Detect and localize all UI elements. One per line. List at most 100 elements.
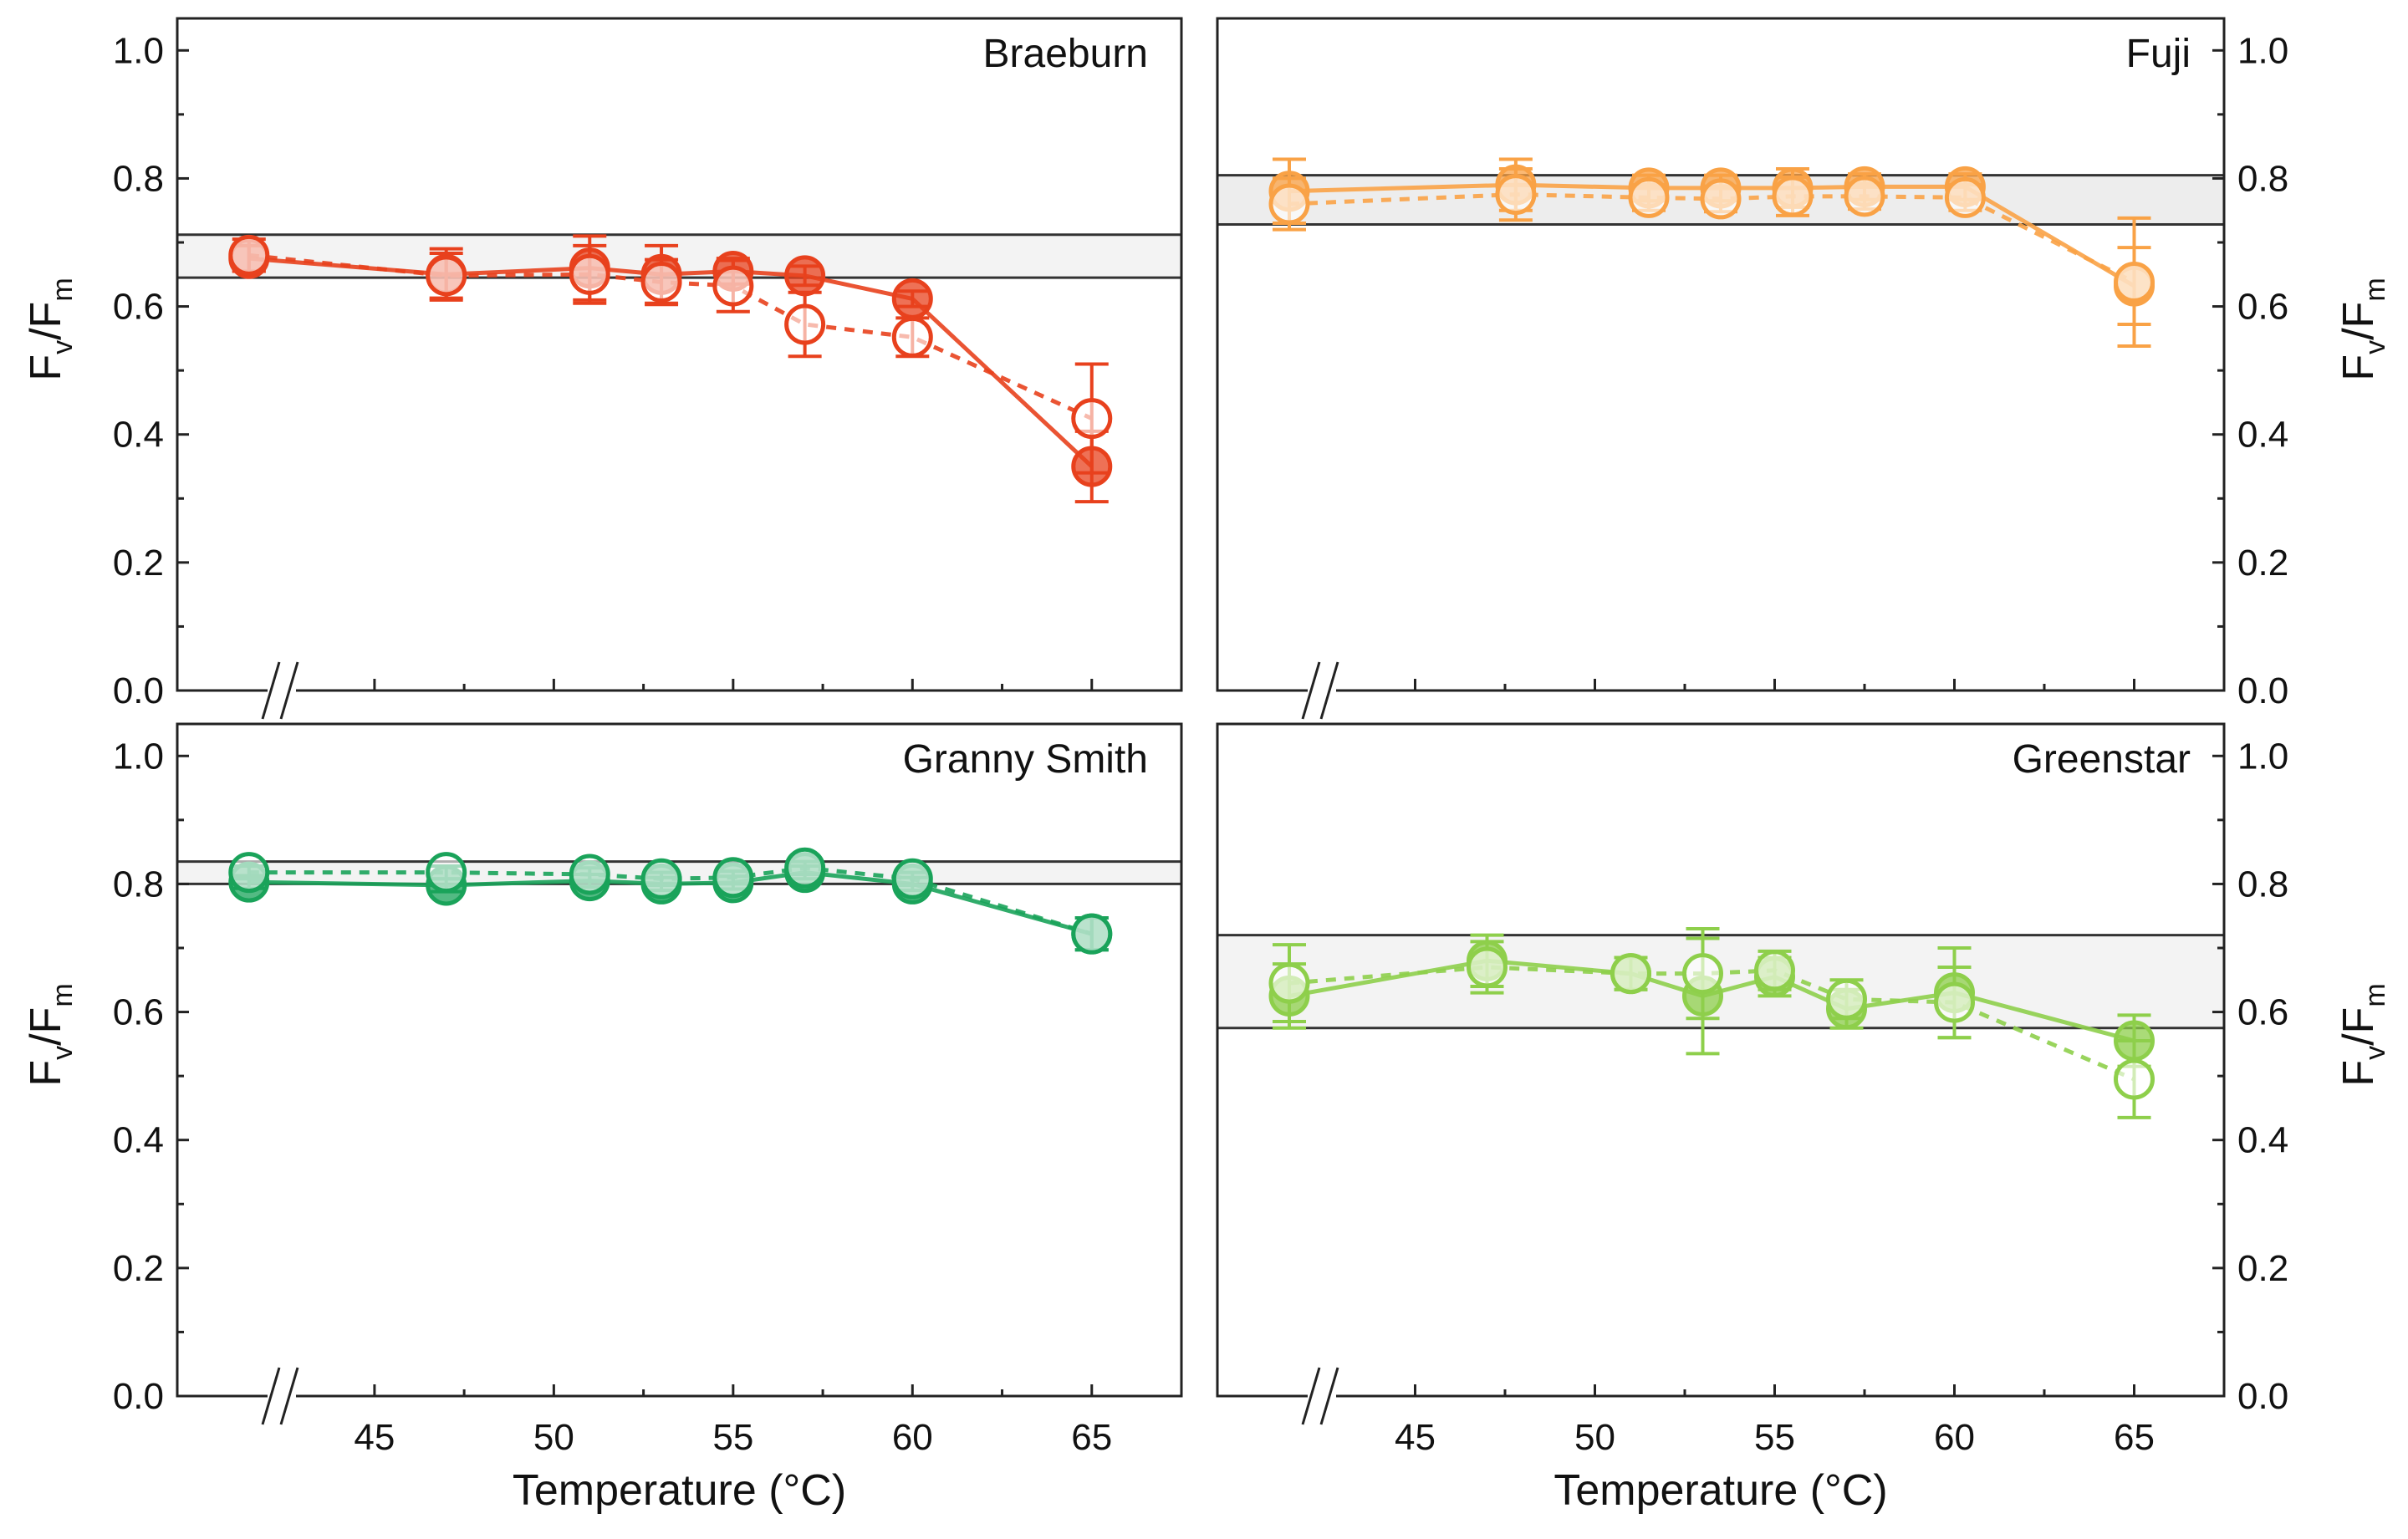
data-point bbox=[1071, 398, 1113, 440]
axis-break-gap bbox=[268, 1394, 296, 1401]
data-point bbox=[1944, 176, 1986, 218]
panel-greenstar: 0.0 0.2 0.4 0.6 0.8 1.0 45 50 55 60 65 Temperature … bbox=[1216, 722, 2391, 1515]
data-point bbox=[891, 858, 933, 899]
axis-break-mark bbox=[1319, 1367, 1339, 1425]
data-point bbox=[228, 234, 270, 276]
y-tick-label: 0.2 bbox=[113, 1248, 164, 1289]
axis-break-gap bbox=[1308, 689, 1336, 696]
data-point bbox=[891, 278, 933, 319]
y-tick-label: 1.0 bbox=[113, 30, 164, 71]
x-tick-label: 55 bbox=[712, 1417, 753, 1458]
data-point bbox=[228, 852, 270, 894]
y-tick-label: 0.2 bbox=[2237, 1248, 2288, 1289]
panel-braeburn: 0.0 0.2 0.4 0.6 0.8 1.0 Fv/Fm Braeburn bbox=[22, 17, 1183, 720]
data-point bbox=[1628, 176, 1670, 218]
y-axis-label: Fv/Fm bbox=[22, 983, 79, 1086]
series-open bbox=[228, 234, 1113, 475]
data-point bbox=[1682, 953, 1723, 995]
plot-frame bbox=[1216, 17, 2226, 692]
y-tick-label: 0.0 bbox=[2237, 1376, 2288, 1417]
axis-break-mark bbox=[261, 1367, 281, 1425]
data-point bbox=[426, 255, 467, 297]
x-tick-label: 60 bbox=[1934, 1417, 1975, 1458]
axis-break-mark bbox=[1301, 661, 1321, 720]
axis-break-mark bbox=[1319, 661, 1339, 720]
axis-break-gap bbox=[268, 689, 296, 696]
x-tick-label: 45 bbox=[354, 1417, 395, 1458]
y-axis-label: Fv/Fm bbox=[2334, 983, 2391, 1086]
x-tick-label: 55 bbox=[1754, 1417, 1795, 1458]
y-tick-label: 0.4 bbox=[113, 415, 164, 456]
panel-title: Granny Smith bbox=[903, 737, 1148, 782]
data-point bbox=[1754, 950, 1795, 991]
data-point bbox=[1700, 178, 1742, 220]
data-point bbox=[2114, 261, 2155, 303]
x-tick-label: 60 bbox=[892, 1417, 933, 1458]
series-line bbox=[1288, 192, 2135, 284]
y-tick-label: 0.0 bbox=[113, 670, 164, 711]
panel-fuji: 0.0 0.2 0.4 0.6 0.8 1.0 Fv/Fm Fuji bbox=[1216, 17, 2391, 720]
data-point bbox=[569, 854, 610, 895]
axis-break-mark bbox=[1301, 1367, 1321, 1425]
y-tick-label: 0.6 bbox=[2237, 992, 2288, 1033]
data-point bbox=[1772, 176, 1814, 217]
data-point bbox=[784, 847, 826, 889]
plot-frame bbox=[1216, 722, 2226, 1398]
x-tick-label: 65 bbox=[1071, 1417, 1112, 1458]
axis-break-mark bbox=[261, 661, 281, 720]
y-tick-label: 0.4 bbox=[2237, 415, 2288, 456]
data-point bbox=[1268, 183, 1310, 225]
panel-title: Fuji bbox=[2126, 32, 2191, 76]
y-axis-label: Fv/Fm bbox=[22, 278, 79, 380]
data-point bbox=[712, 857, 754, 899]
y-tick-label: 1.0 bbox=[2237, 736, 2288, 777]
y-tick-label: 0.6 bbox=[2237, 287, 2288, 328]
x-tick-label: 65 bbox=[2114, 1417, 2155, 1458]
x-tick-label: 50 bbox=[1574, 1417, 1615, 1458]
x-tick-label: 50 bbox=[533, 1417, 574, 1458]
plot-frame bbox=[176, 17, 1183, 692]
x-axis-label: Temperature (°C) bbox=[1553, 1466, 1887, 1515]
y-tick-label: 0.6 bbox=[113, 287, 164, 328]
x-axis-label: Temperature (°C) bbox=[513, 1466, 846, 1515]
data-point bbox=[1495, 174, 1537, 216]
panel-title: Braeburn bbox=[983, 32, 1148, 76]
x-tick-label: 45 bbox=[1395, 1417, 1436, 1458]
series-open bbox=[1268, 927, 2155, 1119]
axis-break-gap bbox=[1308, 1394, 1336, 1401]
series-open bbox=[228, 847, 1113, 955]
y-tick-label: 0.0 bbox=[113, 1376, 164, 1417]
data-point bbox=[1071, 913, 1113, 955]
y-axis-label: Fv/Fm bbox=[2334, 278, 2391, 380]
y-tick-label: 0.6 bbox=[113, 992, 164, 1033]
y-tick-label: 0.8 bbox=[2237, 864, 2288, 905]
data-point bbox=[2114, 1058, 2155, 1100]
panel-title: Greenstar bbox=[2013, 737, 2191, 782]
data-point bbox=[784, 303, 826, 345]
data-point bbox=[1826, 978, 1867, 1020]
axis-break-mark bbox=[279, 1367, 299, 1425]
data-point bbox=[640, 261, 682, 303]
series-line bbox=[248, 252, 1093, 420]
y-tick-label: 0.8 bbox=[2237, 158, 2288, 199]
panel-granny-smith: 0.0 0.2 0.4 0.6 0.8 1.0 45 50 55 60 65 Temperature … bbox=[22, 722, 1183, 1515]
data-point bbox=[784, 255, 826, 297]
data-point bbox=[426, 852, 467, 894]
axis-break-mark bbox=[279, 661, 299, 720]
y-tick-label: 0.2 bbox=[113, 543, 164, 583]
y-tick-label: 1.0 bbox=[2237, 30, 2288, 71]
plot-frame bbox=[176, 722, 1183, 1398]
series-open bbox=[1268, 166, 2155, 349]
y-tick-label: 0.8 bbox=[113, 864, 164, 905]
data-point bbox=[712, 265, 754, 307]
data-point bbox=[1268, 962, 1310, 1004]
y-tick-label: 0.2 bbox=[2237, 543, 2288, 583]
data-point bbox=[569, 253, 610, 295]
data-point bbox=[1467, 946, 1508, 988]
y-tick-label: 0.4 bbox=[2237, 1120, 2288, 1161]
y-tick-label: 0.8 bbox=[113, 158, 164, 199]
data-point bbox=[1610, 953, 1651, 995]
data-point bbox=[640, 858, 682, 899]
y-tick-label: 0.4 bbox=[113, 1120, 164, 1161]
